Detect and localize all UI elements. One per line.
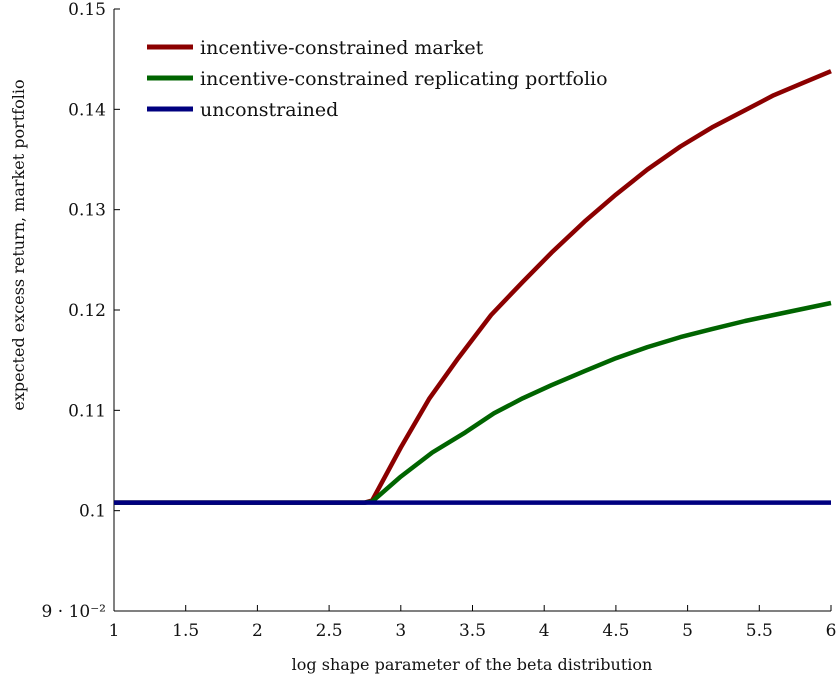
y-tick-label: 0.14 — [68, 100, 106, 120]
x-tick-label: 6 — [826, 621, 837, 641]
ticks: 1 1.5 2 2.5 3 3.5 4 4.5 5 5.5 6 9 · 10⁻² 0.1 0.11 0.12… — [42, 0, 837, 641]
y-tick-label: 0.13 — [68, 201, 106, 221]
y-tick-label: 0.1 — [79, 502, 106, 522]
x-tick-label: 4 — [539, 621, 550, 641]
x-tick-label: 2 — [252, 621, 263, 641]
x-tick-label: 5 — [682, 621, 693, 641]
legend: incentive-constrained market incentive-co… — [147, 37, 608, 121]
x-tick-label: 4.5 — [602, 621, 629, 641]
series-lines — [114, 69, 832, 505]
y-tick-label: 0.12 — [68, 301, 106, 321]
x-tick-label: 3.5 — [459, 621, 486, 641]
x-tick-label: 1 — [109, 621, 120, 641]
legend-label: unconstrained — [200, 99, 338, 121]
x-tick-label: 5.5 — [746, 621, 773, 641]
legend-label: incentive-constrained market — [200, 37, 484, 59]
series-line-2 — [114, 300, 832, 505]
y-tick-label: 0.15 — [68, 0, 106, 20]
legend-label: incentive-constrained replicating portfo… — [200, 68, 608, 90]
x-axis-title: log shape parameter of the beta distribu… — [292, 655, 653, 674]
y-tick-label: 9 · 10⁻² — [42, 602, 106, 622]
x-tick-label: 2.5 — [316, 621, 343, 641]
y-tick-label: 0.11 — [68, 401, 106, 421]
x-tick-label: 3 — [395, 621, 406, 641]
x-tick-label: 1.5 — [172, 621, 199, 641]
y-axis-title: expected excess return, market portfolio — [9, 79, 28, 410]
series-line-1 — [114, 69, 832, 505]
